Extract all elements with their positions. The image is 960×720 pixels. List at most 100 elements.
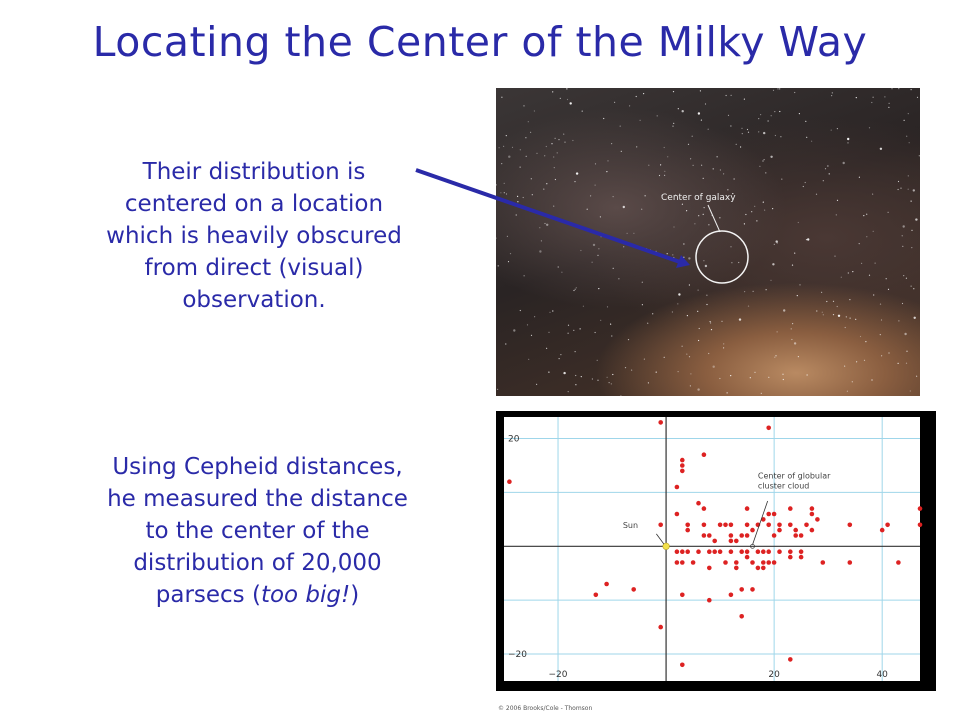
- annotation-sun-label: Sun: [623, 521, 638, 530]
- star: [762, 160, 764, 162]
- star: [574, 351, 576, 353]
- star: [688, 257, 691, 260]
- star: [770, 155, 773, 158]
- star: [804, 181, 806, 184]
- star: [849, 299, 851, 301]
- star: [701, 164, 703, 166]
- star: [594, 184, 596, 186]
- star: [863, 359, 866, 361]
- star: [517, 195, 519, 197]
- star: [723, 343, 725, 345]
- star: [828, 173, 830, 175]
- globular-cluster-point: [793, 527, 798, 533]
- star: [551, 143, 553, 145]
- globular-cluster-point: [674, 484, 680, 490]
- star: [554, 137, 556, 139]
- star: [508, 155, 511, 158]
- star: [887, 288, 890, 290]
- star: [765, 289, 767, 291]
- star: [866, 236, 868, 238]
- star: [732, 193, 734, 195]
- star: [905, 277, 907, 279]
- star: [727, 114, 730, 116]
- star: [614, 101, 616, 103]
- globular-cluster-point: [788, 549, 793, 554]
- star: [797, 221, 799, 224]
- star: [694, 223, 696, 225]
- star: [915, 218, 918, 221]
- globular-cluster-point: [739, 614, 744, 619]
- star: [594, 163, 597, 165]
- star: [553, 167, 555, 169]
- star: [772, 89, 775, 91]
- globular-cluster-point: [707, 533, 712, 538]
- star: [598, 248, 600, 250]
- globular-cluster-point: [788, 657, 793, 662]
- globular-cluster-point: [804, 522, 809, 528]
- sun-point: [662, 542, 670, 550]
- star: [897, 188, 899, 191]
- star: [744, 291, 746, 293]
- star: [760, 114, 762, 116]
- star: [519, 166, 521, 168]
- star: [872, 230, 874, 232]
- star: [515, 214, 517, 216]
- globular-cluster-point: [761, 565, 766, 571]
- star: [745, 213, 747, 216]
- star: [612, 267, 614, 269]
- globular-cluster-point: [750, 560, 755, 565]
- globular-cluster-point: [685, 549, 690, 554]
- star: [807, 238, 810, 241]
- star: [888, 102, 890, 104]
- star: [726, 392, 728, 394]
- star: [567, 391, 569, 393]
- star: [704, 264, 708, 268]
- star: [600, 319, 602, 321]
- star: [619, 125, 621, 127]
- star: [565, 221, 567, 223]
- star: [740, 146, 742, 148]
- star: [643, 93, 645, 95]
- star: [534, 316, 536, 318]
- star: [763, 159, 765, 161]
- star: [847, 142, 849, 144]
- globular-cluster-point: [896, 560, 901, 565]
- star: [633, 232, 635, 234]
- star: [688, 284, 690, 286]
- star: [868, 274, 871, 276]
- star: [620, 150, 622, 152]
- star: [631, 369, 633, 371]
- star: [664, 174, 666, 176]
- star: [712, 168, 714, 170]
- globular-cluster-point: [847, 522, 853, 528]
- star: [783, 309, 786, 312]
- globular-cluster-point: [707, 597, 712, 603]
- star: [618, 278, 620, 280]
- star: [859, 335, 862, 338]
- text1-line-4: from direct (visual): [144, 255, 364, 281]
- star: [689, 385, 691, 387]
- starfield-stars: [495, 88, 920, 397]
- star: [916, 96, 919, 98]
- star: [639, 119, 641, 121]
- star: [635, 95, 637, 98]
- star: [719, 217, 721, 219]
- star: [905, 362, 908, 364]
- star: [730, 375, 732, 377]
- star: [775, 240, 778, 243]
- globular-cluster-point: [798, 549, 804, 554]
- star: [879, 303, 882, 305]
- star: [709, 321, 711, 323]
- star: [681, 203, 683, 205]
- star: [530, 131, 532, 133]
- star: [671, 311, 673, 313]
- star: [836, 305, 838, 308]
- star: [866, 213, 868, 215]
- star: [500, 192, 502, 194]
- star: [608, 382, 610, 384]
- star: [751, 211, 753, 213]
- globular-cluster-point: [761, 560, 766, 565]
- star: [501, 96, 503, 98]
- star: [911, 229, 913, 231]
- globular-cluster-point: [507, 479, 512, 484]
